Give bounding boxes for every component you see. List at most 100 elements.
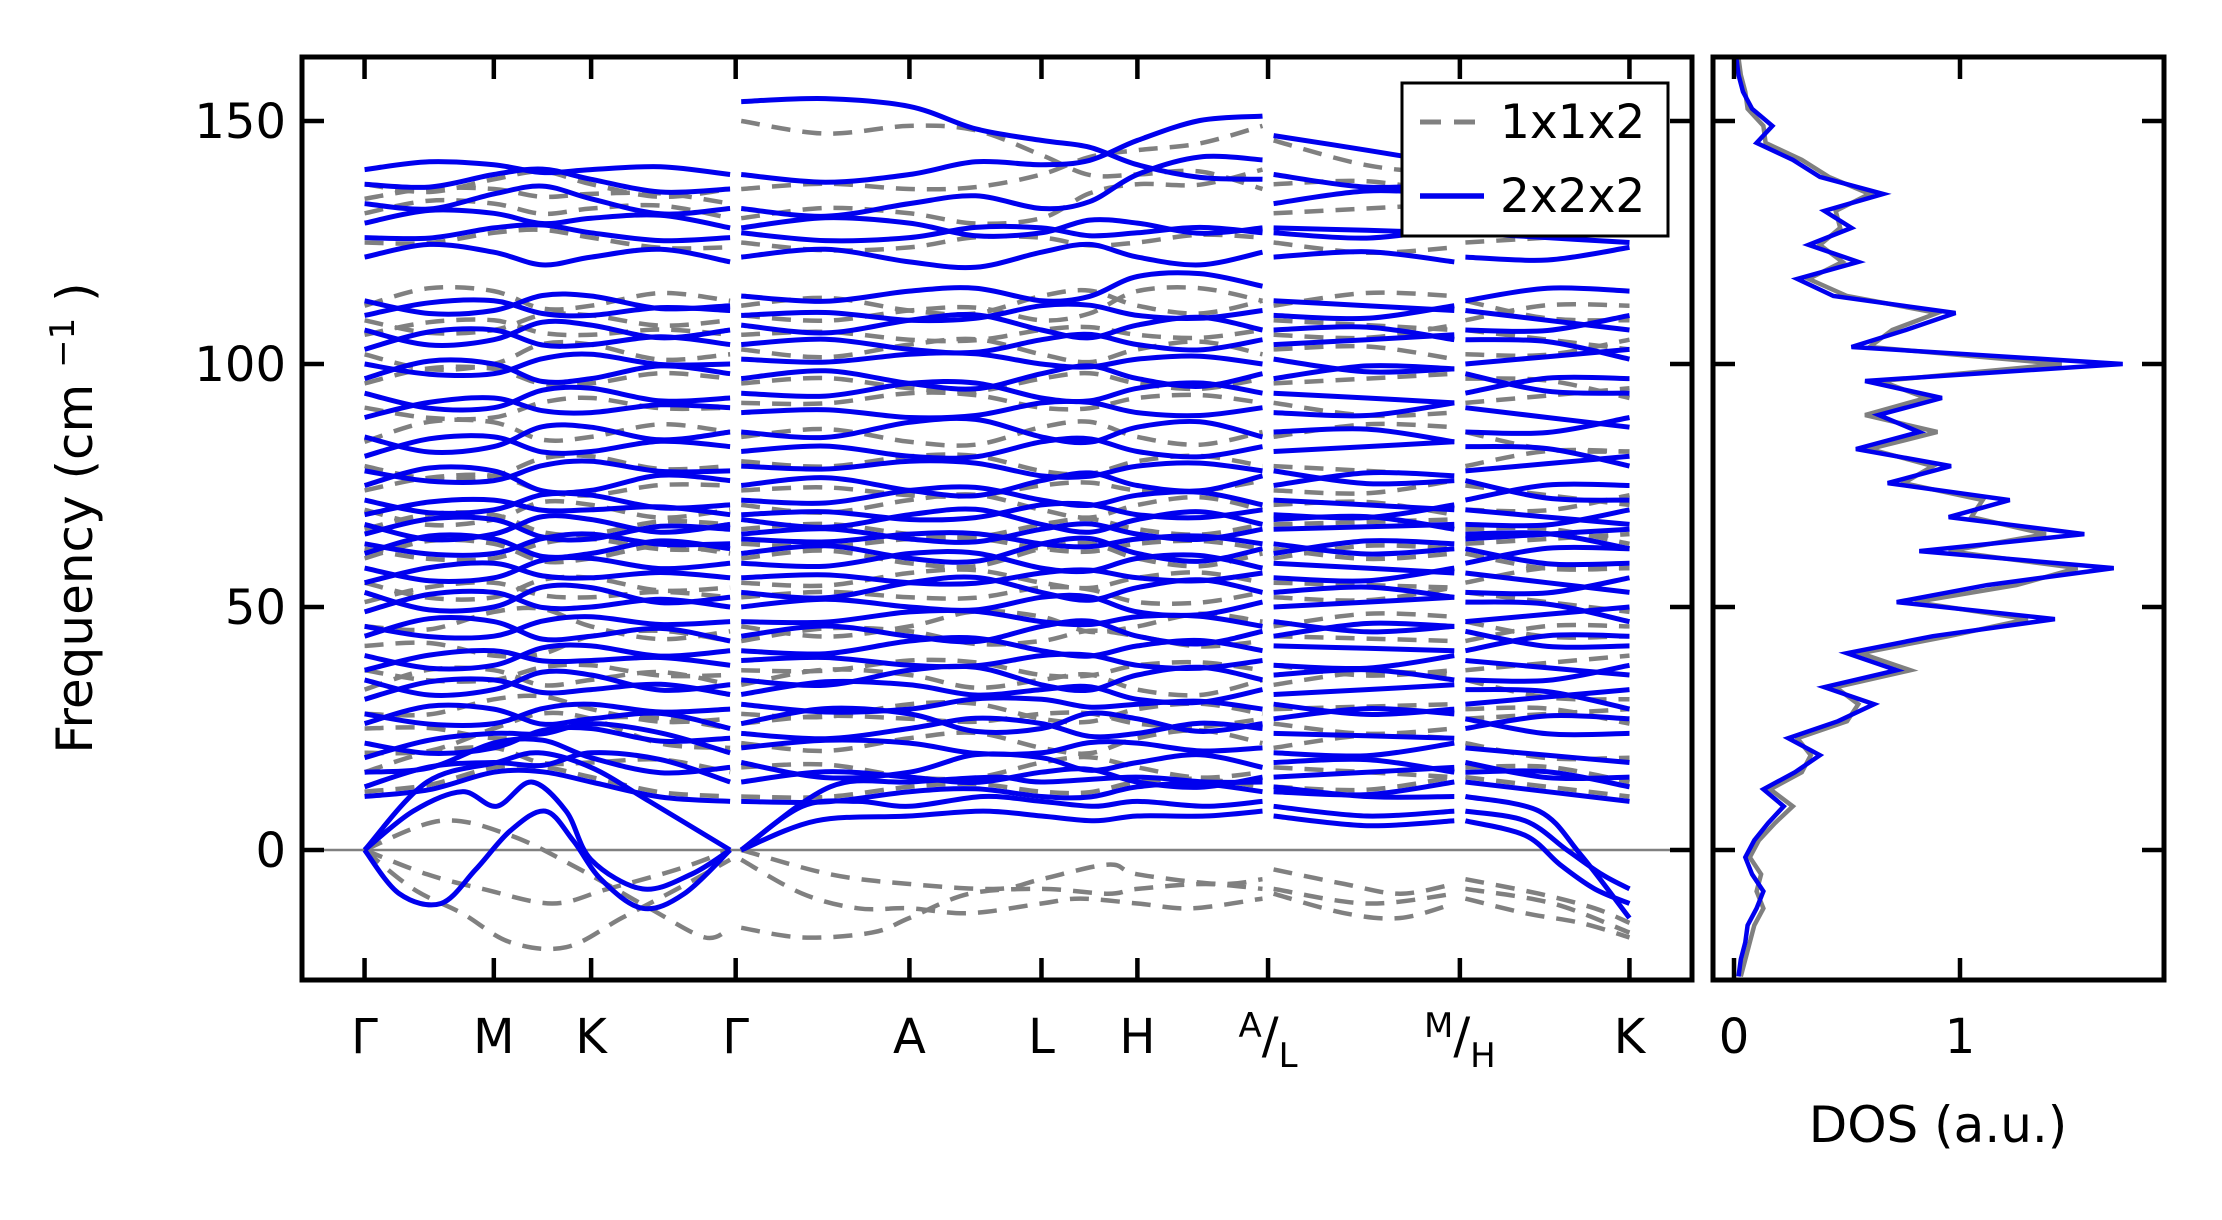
band-line — [363, 464, 731, 496]
band-line — [1273, 701, 1455, 717]
band-line — [1273, 730, 1455, 741]
band-line — [1465, 530, 1630, 552]
band-line — [364, 384, 731, 413]
x-tick-label: Γ — [351, 1009, 378, 1065]
band-line — [1273, 298, 1455, 313]
band-line — [364, 241, 731, 268]
band-line — [741, 350, 1263, 370]
band-line — [364, 693, 731, 725]
band-line — [364, 736, 731, 776]
band-line — [363, 615, 731, 644]
band-line — [1465, 774, 1630, 799]
band-line — [740, 592, 1264, 618]
band-line — [1465, 308, 1630, 333]
acoustic-band-line — [363, 779, 732, 892]
band-line — [364, 339, 731, 373]
band-line — [741, 398, 1263, 421]
x-tick-label: A — [893, 1009, 926, 1065]
band-line — [740, 535, 1264, 565]
band-line — [740, 766, 1263, 790]
band-line — [740, 751, 1264, 781]
band-line — [1273, 611, 1455, 629]
band-line — [364, 458, 731, 485]
band-line — [1273, 756, 1455, 775]
band-line — [1273, 356, 1455, 375]
band-line — [364, 513, 731, 543]
acoustic-band-line — [1273, 803, 1455, 819]
band-line — [363, 532, 731, 560]
band-line — [1465, 507, 1630, 529]
band-line — [1465, 687, 1630, 707]
band-line — [1465, 745, 1630, 765]
y-axis-label: Frequency (cm −1 ) — [28, 282, 104, 753]
dos-panel-frame — [1710, 54, 2167, 983]
band-line — [741, 331, 1263, 356]
band-line — [1273, 663, 1455, 678]
acoustic-band-line — [739, 793, 1263, 853]
band-line — [1465, 507, 1630, 527]
band-line — [741, 651, 1263, 671]
band-line — [1273, 343, 1455, 362]
band-line — [740, 540, 1263, 570]
band-line — [1465, 453, 1630, 474]
band-line — [740, 506, 1264, 535]
band-line — [741, 657, 1263, 679]
band-line — [741, 285, 1263, 324]
band-line — [1273, 400, 1455, 419]
band-line — [1465, 346, 1630, 367]
band-line — [1465, 285, 1630, 304]
band-line — [364, 291, 731, 317]
band-line — [740, 241, 1264, 271]
band-line — [1465, 599, 1631, 625]
band-line — [364, 498, 731, 528]
band-line — [1465, 658, 1630, 678]
acoustic-band-line — [1272, 891, 1455, 921]
dos-x-tick-label: 0 — [1719, 1009, 1750, 1065]
band-line — [1273, 594, 1455, 610]
band-line — [1465, 570, 1630, 595]
band-line — [1465, 443, 1631, 469]
band-line — [364, 605, 731, 642]
band-panel-frame — [299, 54, 1695, 983]
x-tick-label: L — [1028, 1009, 1055, 1065]
band-line — [1273, 560, 1455, 576]
acoustic-band-line — [1464, 876, 1631, 925]
band-line — [1464, 760, 1630, 782]
x-tick-label: A/L — [1239, 1006, 1298, 1076]
dos-curve-2x2x2 — [1734, 57, 2123, 977]
dos-curve-1x1x2 — [1736, 57, 2079, 977]
band-line — [364, 395, 731, 422]
band-line — [364, 580, 731, 605]
band-line — [1273, 371, 1455, 386]
y-tick-label: 100 — [194, 337, 286, 393]
band-line — [1465, 415, 1630, 437]
band-line — [364, 490, 731, 516]
band-line — [1273, 468, 1455, 487]
band-line — [1464, 481, 1630, 503]
band-line — [1464, 628, 1630, 650]
band-line — [363, 582, 731, 614]
band-line — [741, 370, 1263, 394]
band-line — [740, 153, 1263, 219]
band-line — [1465, 244, 1630, 263]
acoustic-band-line — [1465, 808, 1631, 892]
band-line — [1465, 705, 1630, 726]
band-line — [1273, 774, 1455, 793]
band-line — [1273, 619, 1455, 635]
band-line — [1273, 499, 1455, 517]
x-tick-label: M — [473, 1009, 514, 1065]
axis-ticks — [302, 57, 2164, 980]
band-line — [1465, 386, 1630, 406]
acoustic-band-line — [739, 774, 1263, 853]
band-line — [741, 500, 1263, 523]
band-line — [364, 555, 731, 584]
band-line — [1465, 525, 1630, 547]
y-tick-label: 50 — [225, 580, 286, 636]
band-line — [1273, 643, 1455, 654]
band-line — [1273, 249, 1455, 265]
axis-tick-labels: 0 50 100 150 Γ M K Γ A L H A/L M/H K 0 1 — [194, 94, 1975, 1076]
band-line — [364, 422, 731, 455]
